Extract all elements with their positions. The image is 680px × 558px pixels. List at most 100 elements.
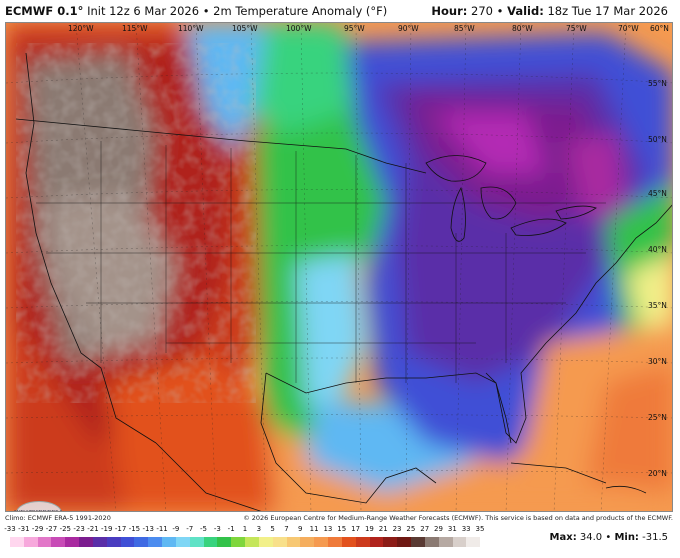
colorbar-cell	[134, 537, 149, 547]
lat-label-25n: 25°N	[648, 413, 667, 422]
colorbar-cell	[231, 537, 246, 547]
lat-label-40n: 40°N	[648, 245, 667, 254]
colorbar-tick-label: -17	[114, 525, 127, 533]
lon-label-120w: 120°W	[68, 24, 94, 33]
colorbar-tick-label: -31	[18, 525, 30, 533]
colorbar-tick-label: -19	[101, 525, 113, 533]
colorbar-cell	[23, 537, 38, 547]
stats-separator: •	[605, 532, 612, 543]
lat-label-60n: 60°N	[650, 24, 669, 33]
colorbar-tick-label: 1	[242, 525, 248, 533]
colorbar-tick-label: 29	[434, 525, 443, 533]
colorbar-cell	[328, 537, 342, 547]
colorbar-cell	[286, 537, 301, 547]
colorbar-tick-label: 25	[406, 525, 416, 533]
colorbar-tick-label: -23	[73, 525, 85, 533]
colorbar-tick-label: -25	[59, 525, 71, 533]
colorbar-tick-label: -9	[172, 525, 180, 533]
hour-label: Hour:	[431, 4, 468, 18]
hour-value: 270	[471, 4, 493, 18]
colorbar-tick-label: 17	[351, 525, 361, 533]
lon-label-115w: 115°W	[122, 24, 148, 33]
colorbar-cell	[162, 537, 176, 547]
colorbar-cell	[217, 537, 232, 547]
colorbar-cell	[383, 537, 398, 547]
colorbar-cell	[411, 537, 425, 547]
colorbar-cell	[245, 537, 259, 547]
colorbar-cell	[175, 537, 190, 547]
lon-label-95w: 95°W	[344, 24, 365, 33]
lat-label-35n: 35°N	[648, 301, 667, 310]
colorbar-cell	[37, 537, 52, 547]
colorbar-tick-label: -11	[156, 525, 168, 533]
colorbar-tick-label: -1	[227, 525, 235, 533]
colorbar-cell	[92, 537, 107, 547]
colorbar-tick-label: 3	[256, 525, 262, 533]
colorbar-cell	[355, 537, 370, 547]
lon-label-105w: 105°W	[232, 24, 258, 33]
lat-label-45n: 45°N	[648, 189, 667, 198]
colorbar-cell	[341, 537, 356, 547]
colorbar-tick-label: 21	[378, 525, 388, 533]
max-label: Max:	[549, 532, 577, 543]
colorbar-cell	[120, 537, 135, 547]
init-time: Init 12z 6 Mar 2026	[87, 4, 200, 18]
colorbar-cell	[314, 537, 329, 547]
map-header: ECMWF 0.1° Init 12z 6 Mar 2026 • 2m Temp…	[0, 0, 680, 22]
colorbar-tick-label: -33	[4, 525, 16, 533]
colorbar-tick-label: 7	[284, 525, 289, 533]
map-title: ECMWF 0.1° Init 12z 6 Mar 2026 • 2m Temp…	[5, 4, 387, 18]
colorbar-tick-label: -5	[200, 525, 208, 533]
min-value: -31.5	[642, 532, 668, 543]
colorbar-cell	[203, 537, 218, 547]
valid-label: Valid:	[507, 4, 544, 18]
min-label: Min:	[614, 532, 639, 543]
colorbar-cell	[10, 537, 24, 547]
climo-credit: Climo: ECMWF ERA-5 1991-2020	[5, 514, 111, 522]
lon-label-90w: 90°W	[398, 24, 419, 33]
colorbar-cell	[300, 537, 315, 547]
colorbar-tick-label: 27	[420, 525, 430, 533]
colorbar-tick-label: -21	[87, 525, 99, 533]
forecast-hour-valid: Hour: 270 • Valid: 18z Tue 17 Mar 2026	[431, 4, 668, 18]
colorbar-tick-label: -13	[142, 525, 154, 533]
colorbar-cell	[424, 537, 439, 547]
lon-label-85w: 85°W	[454, 24, 475, 33]
colorbar-tick-labels: -33 -31 -29 -27 -25 -23 -21 -19 -17 -15 -13 -11 -9 -7…	[4, 523, 485, 535]
colorbar-tick-label: -7	[186, 525, 194, 533]
colorbar-tick-label: -15	[128, 525, 141, 533]
colorbar-tick-label: 33	[461, 525, 471, 533]
colorbar-cell	[65, 537, 80, 547]
colorbar-tick-label: 19	[364, 525, 374, 533]
colorbar-cell	[258, 537, 273, 547]
map-canvas	[6, 23, 672, 511]
colorbar-tick-label: -3	[213, 525, 221, 533]
valid-separator: •	[496, 4, 504, 18]
colorbar-cell	[272, 537, 287, 547]
colorbar-tick-label: 13	[323, 525, 333, 533]
lon-label-110w: 110°W	[178, 24, 204, 33]
colorbar-cell	[466, 537, 481, 547]
colorbar-cell	[189, 537, 204, 547]
colorbar-tick-label: -27	[45, 525, 58, 533]
colorbar-cell	[51, 537, 66, 547]
colorbar-cell	[369, 537, 384, 547]
colorbar-legend: -33 -31 -29 -27 -25 -23 -21 -19 -17 -15 -13 -11 -9 -7…	[4, 523, 485, 557]
colorbar-cell	[79, 537, 93, 547]
anomaly-map: 120°W 115°W 110°W 105°W 100°W 95°W 90°W …	[5, 22, 673, 512]
lat-label-30n: 30°N	[648, 357, 667, 366]
colorbar-tick-label: 35	[475, 525, 485, 533]
colorbar-tick-label: 9	[298, 525, 303, 533]
colorbar-cell	[106, 537, 121, 547]
max-min-stats: Max: 34.0 • Min: -31.5	[550, 532, 668, 543]
model-name: ECMWF 0.1°	[5, 4, 84, 18]
product-name: 2m Temperature Anomaly (°F)	[213, 4, 388, 18]
colorbar-tick-label: 23	[392, 525, 402, 533]
colorbar-cell	[397, 537, 412, 547]
title-separator: •	[202, 4, 210, 18]
colorbar-tick-label: -29	[31, 525, 44, 533]
colorbar-tick-label: 15	[337, 525, 347, 533]
lon-label-80w: 80°W	[512, 24, 533, 33]
lat-label-55n: 55°N	[648, 79, 667, 88]
colorbar-tick-label: 5	[270, 525, 275, 533]
